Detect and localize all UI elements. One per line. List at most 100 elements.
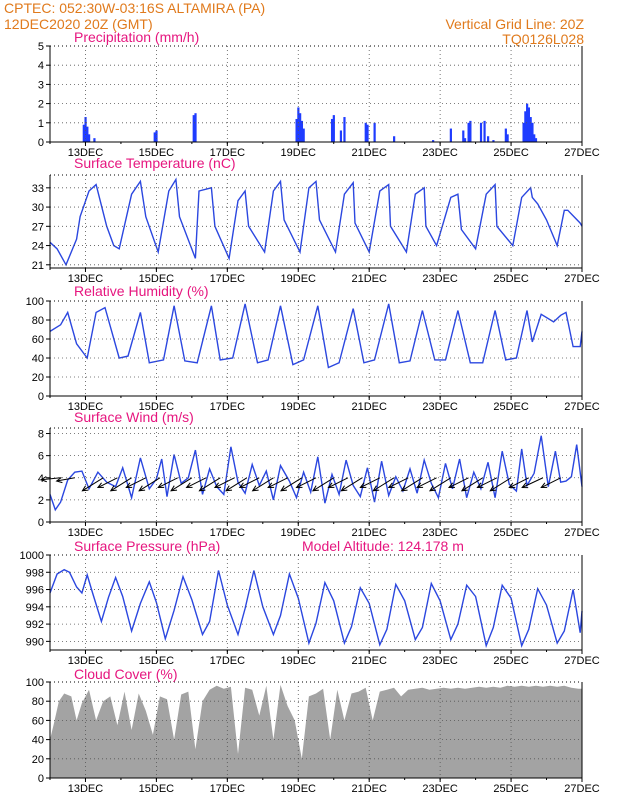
precipitation-ytick-label: 2 (38, 99, 44, 111)
precipitation-bar (88, 134, 91, 142)
wind-title: Surface Wind (m/s) (74, 409, 194, 425)
pressure-annotation: Model Altitude: 124.178 m (302, 538, 464, 554)
wind-vector (360, 477, 381, 488)
wind-vector (296, 477, 317, 488)
humidity-xtick-label: 17DEC (210, 401, 246, 413)
precipitation-bar (469, 120, 472, 142)
wind-vector-head (280, 485, 288, 492)
wind-vector-head (225, 485, 233, 492)
wind-xtick-label: 15DEC (139, 527, 175, 539)
wind-vector-head (157, 482, 165, 489)
wind-vector-head (489, 485, 497, 492)
precipitation-bar (483, 120, 486, 142)
wind-vector-head (400, 485, 408, 492)
precipitation-xtick-label: 19DEC (281, 147, 317, 159)
wind-xtick-label: 21DEC (351, 527, 387, 539)
wind-vector-head (170, 485, 178, 492)
wind-vector-head (521, 482, 529, 489)
precipitation-bar (330, 118, 334, 142)
wind-vector (312, 477, 334, 492)
wind-vector (521, 477, 544, 488)
precipitation-bar (84, 117, 87, 142)
precipitation-bar (504, 128, 507, 142)
wind-vector (225, 477, 248, 492)
wind-xtick-label: 25DEC (493, 527, 529, 539)
cloud-cover-ytick-label: 40 (32, 735, 44, 747)
precipitation-bar (534, 138, 538, 142)
wind-vector (126, 477, 146, 488)
wind-vector-head (428, 485, 436, 492)
humidity-xtick-label: 27DEC (564, 401, 600, 413)
pressure-xtick-label: 17DEC (210, 655, 246, 667)
wind-xtick-label: 19DEC (281, 527, 317, 539)
header-grid-note: Vertical Grid Line: 20Z (445, 16, 584, 32)
precipitation-bar (522, 122, 525, 142)
precipitation-bar (533, 134, 536, 142)
precipitation-bar (432, 140, 435, 142)
wind-panel: 0 2 4 6 8 13DEC 15DEC 17DEC 19DEC 21DEC 23DEC 25DEC… (38, 409, 600, 539)
wind-vector (97, 477, 118, 488)
precipitation-bar (343, 117, 346, 142)
pressure-xtick-label: 25DEC (493, 655, 529, 667)
wind-vector-head (238, 482, 246, 489)
cloud-cover-ytick-label: 60 (32, 715, 44, 727)
wind-vector (388, 477, 409, 488)
wind-vector-head (447, 482, 456, 489)
precipitation-bar (492, 140, 495, 142)
wind-ytick-label: 8 (38, 429, 44, 441)
temperature-xtick-label: 25DEC (493, 273, 529, 285)
pressure-xtick-label: 27DEC (564, 655, 600, 667)
temperature-ytick-label: 21 (32, 260, 44, 272)
wind-vector (199, 477, 221, 492)
precipitation-bar (531, 122, 534, 142)
wind-vector-head (81, 485, 89, 492)
wind-vector-head (96, 482, 104, 489)
wind-vector-head (460, 485, 468, 492)
precipitation-bar (462, 130, 465, 142)
header-station: CPTEC: 052:30W-03:16S ALTAMIRA (PA) (4, 0, 265, 16)
wind-vector (239, 477, 260, 488)
header-model-code: TQ0126L028 (502, 31, 584, 47)
humidity-title: Relative Humidity (%) (74, 283, 209, 299)
wind-xtick-label: 27DEC (564, 527, 600, 539)
wind-vector (170, 477, 193, 492)
humidity-ytick-label: 0 (38, 391, 44, 403)
precipitation-ytick-label: 4 (38, 60, 44, 72)
precipitation-bar (506, 134, 509, 142)
cloud-cover-ytick-label: 20 (32, 754, 44, 766)
wind-vector-head (327, 482, 335, 489)
header-datetime: 12DEC2020 20Z (GMT) (4, 16, 153, 32)
wind-vector (429, 477, 452, 492)
wind-vector-head (251, 485, 259, 492)
temperature-ytick-label: 30 (32, 202, 44, 214)
precipitation-bar (449, 128, 452, 142)
precipitation-xtick-label: 25DEC (493, 147, 529, 159)
humidity-xtick-label: 23DEC (422, 401, 458, 413)
humidity-ytick-label: 60 (32, 334, 44, 346)
wind-vector (267, 477, 288, 488)
precipitation-ytick-label: 5 (38, 41, 44, 53)
wind-ytick-label: 0 (38, 517, 44, 529)
precipitation-title: Precipitation (mm/h) (74, 29, 199, 45)
wind-vector (401, 477, 423, 492)
wind-vector (82, 477, 104, 492)
wind-ytick-label: 4 (38, 473, 44, 485)
precipitation-bar (364, 122, 367, 142)
temperature-xtick-label: 27DEC (564, 273, 600, 285)
precipitation-bar (393, 136, 396, 142)
wind-vector (461, 477, 483, 492)
precipitation-bar (297, 107, 300, 142)
precipitation-bar (194, 113, 197, 142)
pressure-ytick-label: 994 (26, 602, 44, 614)
wind-vector (490, 477, 512, 492)
cloud-cover-xtick-label: 17DEC (210, 783, 246, 795)
wind-vector (110, 477, 132, 492)
cloud-cover-xtick-label: 27DEC (564, 783, 600, 795)
precipitation-bar (524, 111, 527, 142)
humidity-xtick-label: 13DEC (68, 401, 104, 413)
wind-vector (372, 477, 395, 492)
precipitation-bar (463, 138, 467, 142)
wind-vector-head (295, 482, 303, 489)
temperature-title: Surface Temperature (nC) (74, 155, 236, 171)
